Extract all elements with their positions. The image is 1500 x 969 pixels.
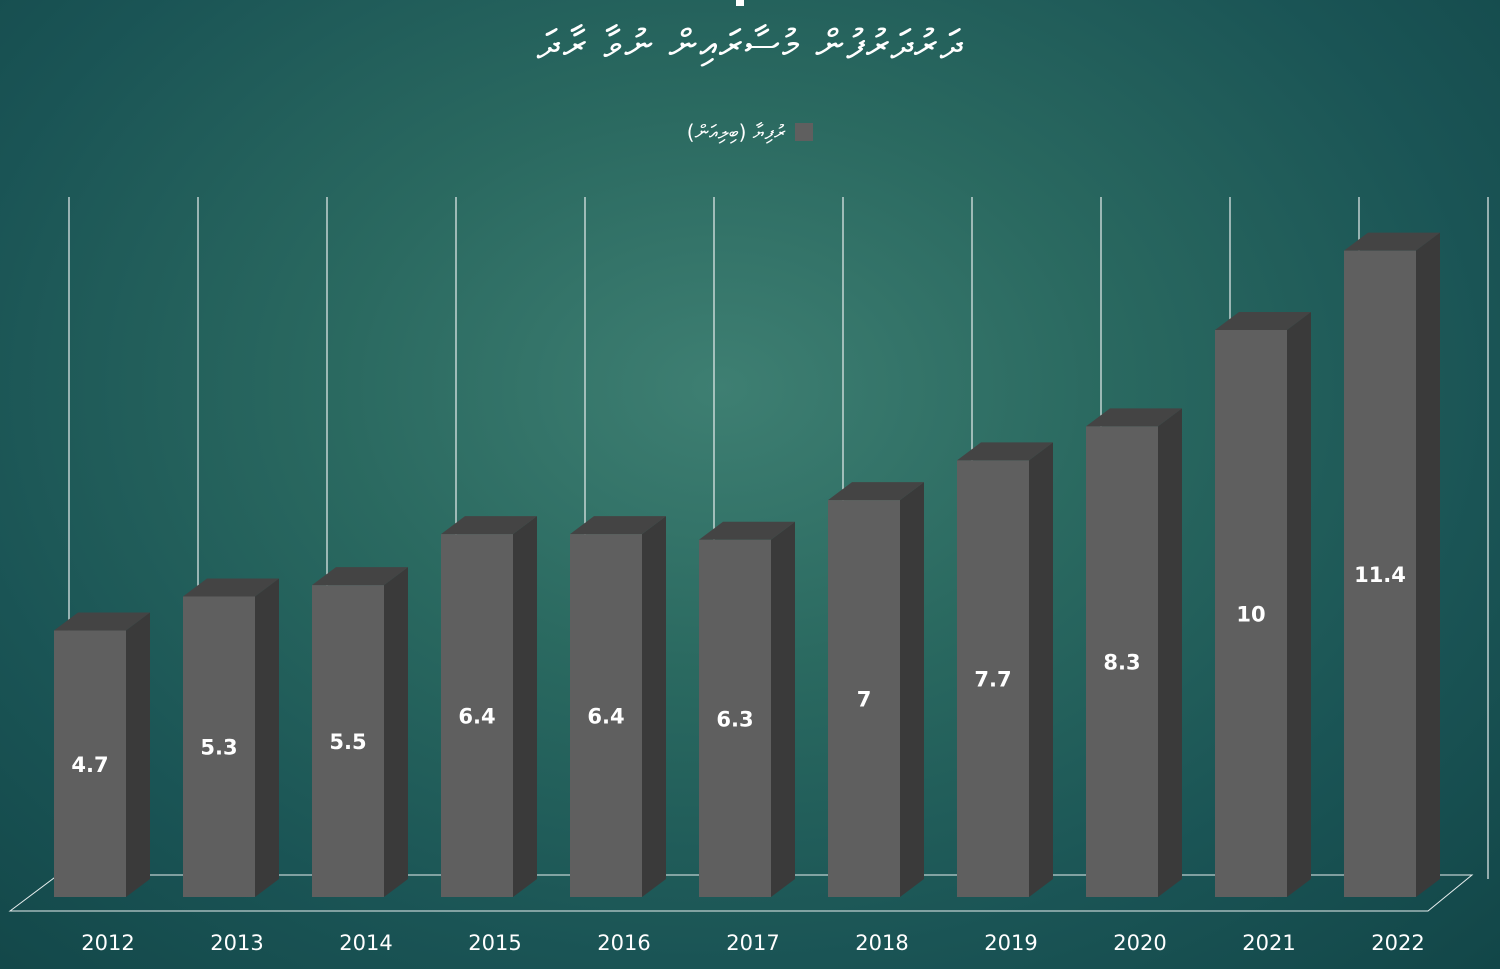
bar-top: [183, 578, 279, 597]
bar-side: [126, 612, 150, 897]
bar-top: [828, 482, 924, 501]
bar: [957, 460, 1029, 897]
data-label: 7.7: [974, 668, 1011, 692]
bar-side: [642, 516, 666, 897]
x-tick-label: 2018: [855, 931, 908, 955]
x-tick-label: 2021: [1242, 931, 1295, 955]
bar: [570, 534, 642, 897]
bar-top: [699, 521, 795, 540]
bar-side: [1287, 312, 1311, 897]
data-label: 6.4: [458, 705, 495, 729]
bar: [441, 534, 513, 897]
bar-top: [1344, 232, 1440, 251]
x-tick-label: 2012: [81, 931, 134, 955]
bar-side: [513, 516, 537, 897]
bar: [54, 630, 126, 897]
floor-outline: [8, 874, 1474, 912]
data-label: 4.7: [71, 753, 108, 777]
bar-side: [1416, 232, 1440, 897]
bar: [1344, 250, 1416, 897]
x-tick-label: 2022: [1371, 931, 1424, 955]
data-label: 10: [1236, 603, 1265, 627]
legend: ރުފިޔާ (ބިލިއަން): [0, 120, 1500, 144]
bar-side: [1158, 408, 1182, 897]
bar: [828, 500, 900, 897]
legend-label: ރުފިޔާ (ބިލިއަން): [686, 120, 786, 144]
bar-top: [570, 516, 666, 535]
bar: [1086, 426, 1158, 897]
bar-side: [1029, 442, 1053, 897]
bar-top: [957, 442, 1053, 461]
bar: [312, 585, 384, 897]
bar-side: [771, 521, 795, 897]
bar-top: [54, 612, 150, 631]
chart-title: ދަރުދަރުފުން މުސާރައިން ނުވާ ރާދަ: [536, 22, 964, 68]
data-label: 5.5: [329, 730, 366, 754]
bar-top: [312, 567, 408, 586]
x-tick-label: 2014: [339, 931, 392, 955]
x-tick-label: 2017: [726, 931, 779, 955]
data-label: 6.4: [587, 705, 624, 729]
data-label: 11.4: [1354, 563, 1406, 587]
x-tick-label: 2019: [984, 931, 1037, 955]
data-label: 6.3: [716, 707, 753, 731]
bar-top: [441, 516, 537, 535]
bar-side: [255, 578, 279, 897]
bar-top: [1215, 312, 1311, 330]
data-label: 7: [857, 688, 872, 712]
bar: [183, 596, 255, 897]
x-tick-label: 2013: [210, 931, 263, 955]
legend-swatch: [795, 123, 814, 141]
bar: [699, 539, 771, 897]
data-label: 5.3: [200, 736, 237, 760]
x-tick-label: 2015: [468, 931, 521, 955]
x-tick-label: 2020: [1113, 931, 1166, 955]
bar-side: [900, 482, 924, 897]
data-label: 8.3: [1103, 651, 1140, 675]
x-tick-label: 2016: [597, 931, 650, 955]
bar-top: [1086, 408, 1182, 427]
bar-side: [384, 567, 408, 897]
top-mark: [736, 0, 744, 6]
bar: [1215, 330, 1287, 897]
